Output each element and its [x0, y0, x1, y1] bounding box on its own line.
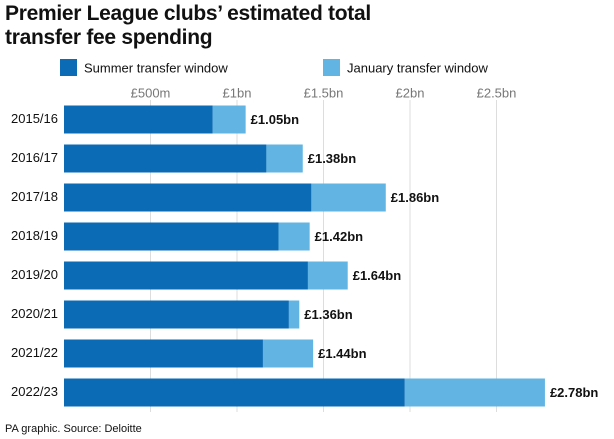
bar-segment	[262, 339, 314, 368]
total-label: £2.78bn	[550, 385, 598, 400]
total-label: £1.36bn	[304, 307, 352, 322]
total-label: £1.86bn	[391, 190, 439, 205]
x-tick-label: £500m	[131, 85, 171, 100]
y-tick-label: 2020/21	[11, 306, 58, 321]
total-label: £1.05bn	[251, 112, 299, 127]
legend-label: Summer transfer window	[84, 60, 228, 75]
bar-segment	[288, 300, 300, 329]
total-label: £1.42bn	[315, 229, 363, 244]
bar-segment	[404, 378, 545, 407]
legend-swatch	[60, 59, 77, 76]
y-tick-label: 2016/17	[11, 150, 58, 165]
y-tick-label: 2015/16	[11, 111, 58, 126]
y-tick-label: 2021/22	[11, 345, 58, 360]
source: PA graphic. Source: Deloitte	[5, 423, 142, 435]
x-tick-label: £2bn	[396, 85, 425, 100]
total-label: £1.44bn	[318, 346, 366, 361]
bar-segment	[278, 222, 310, 251]
bar-segment	[266, 144, 303, 173]
bar-segment	[307, 261, 348, 290]
x-tick-label: £1bn	[223, 85, 252, 100]
total-label: £1.38bn	[308, 151, 356, 166]
x-tick-label: £2.5bn	[477, 85, 517, 100]
legend-swatch	[323, 59, 340, 76]
bar-segment	[212, 105, 246, 134]
legend-label: January transfer window	[347, 60, 489, 75]
bar-segment	[64, 183, 312, 212]
bar-segment	[64, 378, 405, 407]
x-tick-label: £1.5bn	[304, 85, 344, 100]
bar-segment	[64, 261, 308, 290]
bar-segment	[311, 183, 386, 212]
y-tick-label: 2018/19	[11, 228, 58, 243]
bar-segment	[64, 300, 289, 329]
bar-segment	[64, 105, 213, 134]
total-label: £1.64bn	[353, 268, 401, 283]
bar-segment	[64, 222, 279, 251]
y-tick-label: 2019/20	[11, 267, 58, 282]
bar-segment	[64, 339, 263, 368]
bar-segment	[64, 144, 267, 173]
y-tick-label: 2017/18	[11, 189, 58, 204]
chart-title: Premier League clubs’ estimated total tr…	[5, 2, 371, 49]
y-tick-label: 2022/23	[11, 384, 58, 399]
